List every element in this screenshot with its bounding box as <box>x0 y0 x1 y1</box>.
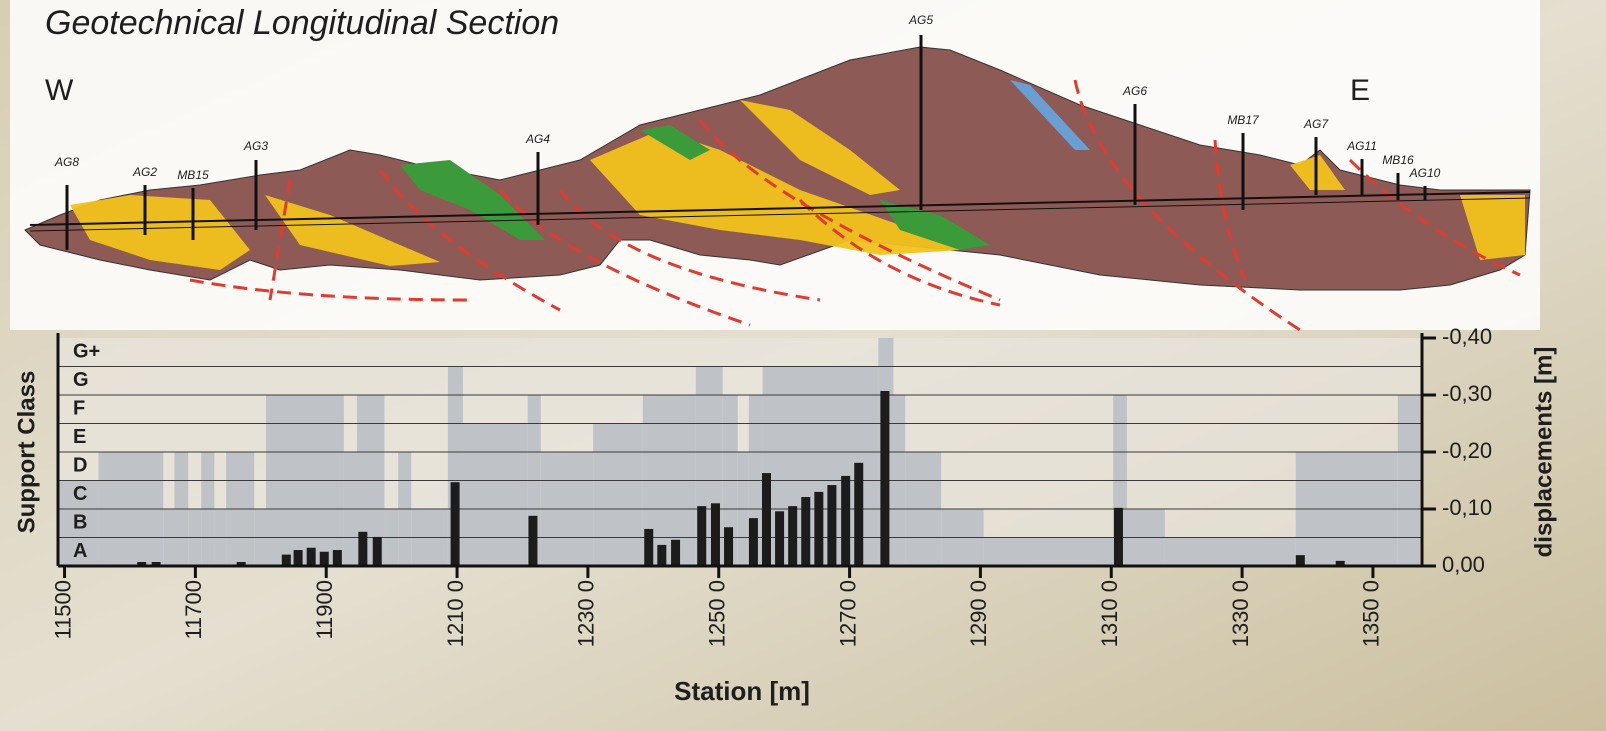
y-tick-label: A <box>73 540 87 562</box>
displacement-bar <box>711 503 720 566</box>
displacement-bar <box>788 506 797 566</box>
displacement-bar <box>697 506 706 566</box>
borehole-label: AG11 <box>1346 139 1377 153</box>
borehole-label: MB15 <box>177 168 209 182</box>
east-label: E <box>1350 74 1370 107</box>
y-tick-label: E <box>73 426 86 448</box>
displacement-bar <box>294 550 303 566</box>
borehole-label: AG10 <box>1409 166 1441 180</box>
x-tick-label: 1210 0 <box>443 580 468 647</box>
borehole-label: MB17 <box>1227 113 1260 127</box>
displacement-bar <box>801 497 810 566</box>
x-tick-label: 1350 0 <box>1359 580 1384 647</box>
borehole-label: AG4 <box>525 132 550 146</box>
y2-tick-label: -0,30 <box>1442 381 1492 406</box>
y2-tick-label: -0,20 <box>1442 438 1492 463</box>
x-tick-label: 11500 <box>50 580 75 640</box>
displacement-bar <box>775 511 784 566</box>
borehole-label: AG6 <box>1122 84 1147 98</box>
y-tick-label: G+ <box>73 341 100 363</box>
displacement-bar <box>749 518 758 566</box>
figure: Geotechnical Longitudinal Section W E AG… <box>0 0 1606 731</box>
x-tick-label: 1230 0 <box>574 580 599 647</box>
displacement-bar <box>282 555 291 566</box>
displacement-bar <box>1296 555 1305 566</box>
support-class-area <box>1165 538 1296 567</box>
displacement-bar <box>841 476 850 566</box>
displacement-bar <box>333 550 342 566</box>
displacement-bar <box>307 548 316 566</box>
displacement-bar <box>814 492 823 566</box>
section-title: Geotechnical Longitudinal Section <box>45 4 559 42</box>
x-tick-label: 1270 0 <box>835 580 860 647</box>
x-tick-label: 11700 <box>181 580 206 640</box>
displacement-bar <box>657 545 666 566</box>
displacement-bar <box>644 529 653 566</box>
y-tick-label: D <box>73 455 87 477</box>
west-label: W <box>45 74 74 107</box>
y2-tick-label: -0,10 <box>1442 495 1492 520</box>
displacement-bar <box>671 540 680 566</box>
displacement-bar <box>451 482 460 566</box>
x-tick-label: 11900 <box>312 580 337 640</box>
y2-axis-label: displacements [m] <box>1530 347 1557 558</box>
y-tick-label: C <box>73 483 87 505</box>
y-tick-label: F <box>73 398 85 420</box>
borehole-label: MB16 <box>1382 153 1414 167</box>
borehole-label: AG5 <box>908 13 933 27</box>
x-axis-label: Station [m] <box>674 676 810 706</box>
displacement-bar <box>373 537 382 566</box>
page: { "section": { "title": "Geotechnical Lo… <box>0 0 1606 731</box>
displacement-bar <box>528 516 537 566</box>
displacement-bar <box>1114 508 1123 566</box>
displacement-bar <box>724 527 733 566</box>
support-class-area <box>593 424 643 567</box>
x-tick-label: 1250 0 <box>705 580 730 647</box>
displacement-bar <box>320 552 329 566</box>
borehole-label: AG3 <box>243 139 268 153</box>
y-tick-label: G <box>73 369 89 391</box>
displacement-bar <box>358 532 367 566</box>
y2-tick-label: -0,40 <box>1442 324 1492 349</box>
displacement-bar <box>827 485 836 566</box>
displacement-bar <box>854 463 863 566</box>
y-tick-label: B <box>73 512 87 534</box>
y2-tick-label: 0,00 <box>1442 552 1485 577</box>
x-tick-label: 1310 0 <box>1097 580 1122 647</box>
displacement-bar <box>762 473 771 566</box>
support-class-area <box>463 424 528 567</box>
x-tick-label: 1330 0 <box>1228 580 1253 647</box>
support-class-area <box>984 538 1114 567</box>
x-tick-label: 1290 0 <box>966 580 991 647</box>
displacement-bar <box>880 391 889 566</box>
borehole-label: AG8 <box>54 155 79 169</box>
borehole-label: AG7 <box>1303 117 1329 131</box>
borehole-label: AG2 <box>132 165 157 179</box>
y-axis-label: Support Class <box>13 371 40 534</box>
